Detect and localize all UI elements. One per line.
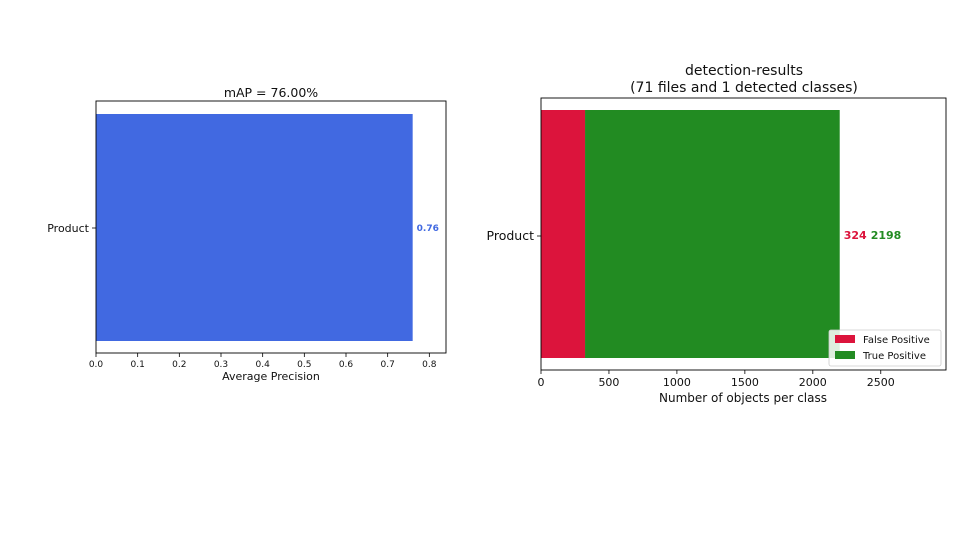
detection-x-tick-label: 2000 — [799, 376, 827, 389]
map-x-tick-label: 0.4 — [256, 360, 271, 370]
detection-plot-frame — [540, 97, 947, 371]
map-bar-product — [96, 114, 413, 341]
map-plot-frame — [95, 100, 447, 354]
map-x-tick-label: 0.1 — [131, 360, 145, 370]
map-x-axis-label: Average Precision — [222, 370, 320, 383]
map-x-tick-label: 0.2 — [172, 360, 186, 370]
detection-value-label-false-positive: 324 — [844, 229, 867, 242]
detection-x-axis-label: Number of objects per class — [659, 391, 827, 405]
map-bar-value-label: 0.76 — [417, 224, 439, 234]
detection-x-tick-label: 2500 — [867, 376, 895, 389]
legend-swatch-false-positive — [835, 335, 855, 343]
detection-chart: detection-results (71 files and 1 detect… — [487, 63, 947, 405]
detection-value-label-true-positive: 2198 — [871, 229, 902, 242]
map-x-tick-label: 0.7 — [381, 360, 395, 370]
map-x-tick-label: 0.3 — [214, 360, 228, 370]
legend-swatch-true-positive — [835, 351, 855, 359]
detection-bar-true-positive — [585, 110, 840, 358]
detection-x-tick-label: 1000 — [663, 376, 691, 389]
detection-x-ticks: 0 500 1000 1500 2000 2500 — [538, 370, 895, 389]
map-x-tick-label: 0.6 — [339, 360, 354, 370]
map-x-tick-label: 0.8 — [422, 360, 437, 370]
map-x-tick-label: 0.0 — [89, 360, 104, 370]
detection-x-tick-label: 0 — [538, 376, 545, 389]
legend-label-true-positive: True Positive — [862, 351, 926, 362]
map-category-label: Product — [47, 222, 89, 235]
detection-x-tick-label: 1500 — [731, 376, 759, 389]
map-x-ticks: 0.0 0.1 0.2 0.3 0.4 0.5 0.6 0.7 0.8 — [89, 353, 437, 370]
detection-category-label: Product — [487, 228, 535, 243]
detection-x-tick-label: 500 — [598, 376, 619, 389]
map-x-tick-label: 0.5 — [297, 360, 311, 370]
map-chart-title: mAP = 76.00% — [224, 85, 318, 100]
detection-chart-title: detection-results — [685, 63, 803, 79]
detection-legend: False Positive True Positive — [828, 329, 942, 367]
legend-label-false-positive: False Positive — [863, 335, 930, 346]
detection-bar-false-positive — [541, 110, 586, 358]
detection-chart-subtitle: (71 files and 1 detected classes) — [630, 80, 858, 96]
detection-plot-area: 324 2198 — [541, 110, 901, 358]
map-chart: mAP = 76.00% 0.76 0.0 0.1 0.2 0.3 0.4 0.5 0.6 0… — [47, 85, 447, 383]
legend-frame — [828, 329, 942, 367]
map-plot-area: 0.76 — [96, 114, 439, 341]
